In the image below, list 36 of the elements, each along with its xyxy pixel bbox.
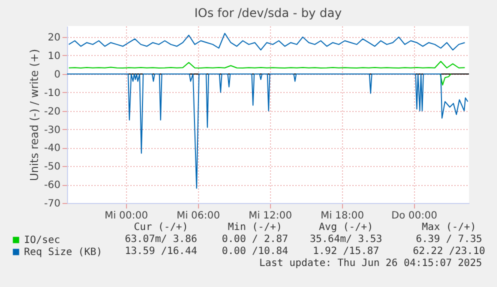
line-series xyxy=(68,32,466,50)
line-series xyxy=(66,73,468,189)
text: Min (-/+) xyxy=(228,222,282,233)
text: 6.39 / 7.35 xyxy=(416,234,482,245)
y-tick-label: -40 xyxy=(44,143,60,154)
y-tick-label: -20 xyxy=(44,106,60,118)
text: Max (-/+) xyxy=(422,222,476,233)
x-tick-label: Mi 00:00 xyxy=(104,210,148,222)
x-tick-label: Do 00:00 xyxy=(391,210,438,222)
text: 13.59 /16.44 xyxy=(124,246,198,257)
chart-title: IOs for /dev/sda - by day xyxy=(194,6,342,20)
y-tick-label: -50 xyxy=(44,162,60,173)
y-tick-label: -60 xyxy=(44,180,60,192)
x-tick-label: Mi 06:00 xyxy=(176,210,220,222)
text: Cur (-/+) xyxy=(134,222,188,233)
line-series xyxy=(68,60,466,69)
legend-label: Req Size (KB) xyxy=(24,247,102,258)
y-tick-label: 10 xyxy=(48,51,60,62)
legend-label: IO/sec xyxy=(24,235,60,246)
y-tick-label: 20 xyxy=(48,32,60,44)
y-axis-title: Units read (-) / write (+) xyxy=(28,48,42,182)
y-tick-label: -10 xyxy=(44,88,60,99)
y-tick-label: -70 xyxy=(44,198,60,210)
text: 0.00 / 2.87 xyxy=(222,234,288,245)
text: 35.64m/ 3.53 xyxy=(310,234,382,245)
x-tick-label: Mi 18:00 xyxy=(320,210,364,222)
text: Last update: Thu Jun 26 04:15:07 2025 xyxy=(259,258,482,269)
line-series xyxy=(440,73,452,86)
text: 1.92 /15.87 xyxy=(312,246,380,257)
y-tick-label: 0 xyxy=(54,69,60,80)
text: 63.07m/ 3.86 xyxy=(124,234,198,245)
text: 62.22 /23.10 xyxy=(412,246,486,257)
x-tick-label: Mi 12:00 xyxy=(248,210,292,222)
text: Avg (-/+) xyxy=(318,222,374,233)
text: 0.00 /10.84 xyxy=(222,246,288,257)
y-tick-label: -30 xyxy=(44,124,60,136)
